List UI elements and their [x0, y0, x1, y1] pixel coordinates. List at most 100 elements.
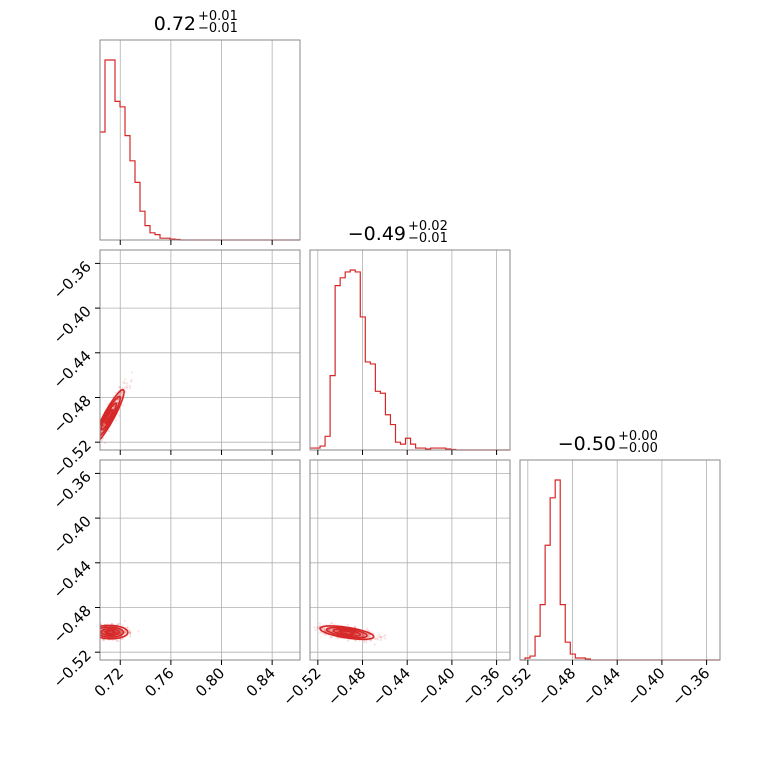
- joint-content: [81, 619, 140, 643]
- sample-point: [336, 630, 339, 633]
- sample-point: [363, 634, 366, 637]
- histogram-1: [310, 269, 510, 451]
- sample-point: [117, 397, 120, 400]
- panel-frame: [519, 459, 721, 661]
- sample-point: [114, 631, 118, 635]
- sample-point: [92, 441, 94, 443]
- sample-point: [130, 379, 133, 382]
- sample-point: [93, 626, 95, 628]
- sample-point: [94, 639, 96, 641]
- sample-point: [95, 629, 97, 631]
- sample-point: [323, 627, 326, 630]
- sample-point: [378, 635, 382, 638]
- histogram-bin: [140, 211, 145, 240]
- sample-point: [97, 628, 99, 630]
- sample-point: [91, 637, 93, 639]
- sample-point: [95, 630, 97, 632]
- sample-point: [96, 426, 98, 428]
- histogram-bin: [390, 425, 395, 450]
- sample-point: [81, 630, 83, 632]
- x-tick-label: −0.40: [413, 664, 458, 709]
- sample-point: [119, 630, 123, 634]
- sample-point: [323, 627, 326, 630]
- sample-point: [100, 440, 103, 443]
- sample-point: [116, 398, 119, 401]
- sample-point: [95, 635, 97, 637]
- histogram-panel-1: [309, 249, 511, 455]
- sample-point: [333, 623, 336, 626]
- sample-point: [102, 639, 106, 642]
- sample-point: [98, 431, 100, 433]
- sample-point: [93, 631, 95, 633]
- sample-point: [102, 630, 105, 633]
- histogram-bin: [565, 642, 570, 660]
- sample-point: [123, 381, 126, 385]
- sample-point: [116, 401, 119, 404]
- sample-point: [121, 637, 124, 640]
- histogram-bin: [406, 438, 411, 450]
- sample-point: [94, 429, 96, 431]
- sample-point: [92, 443, 94, 445]
- sample-point: [93, 631, 95, 633]
- sample-point: [86, 631, 88, 633]
- sample-point: [118, 622, 121, 625]
- sample-point: [368, 635, 371, 638]
- sample-point: [97, 436, 99, 438]
- sample-point: [354, 633, 358, 636]
- sample-point: [97, 629, 99, 631]
- x-tick-label: 0.84: [243, 664, 279, 700]
- sample-point: [119, 631, 122, 634]
- sample-point: [318, 624, 321, 628]
- sample-point: [96, 628, 98, 630]
- sample-point: [97, 427, 99, 429]
- sample-point: [95, 631, 97, 633]
- x-tick-label: −0.48: [534, 664, 579, 709]
- panel-frame: [309, 249, 511, 451]
- sample-point: [330, 629, 334, 632]
- sample-point: [81, 637, 83, 639]
- sample-point: [124, 629, 127, 632]
- sample-point: [114, 391, 117, 394]
- sample-point: [96, 435, 98, 437]
- sample-point: [90, 441, 92, 443]
- sample-point: [124, 378, 127, 381]
- sample-point: [96, 425, 98, 427]
- sample-point: [94, 632, 96, 634]
- sample-point: [365, 641, 368, 644]
- y-tick-label: −0.40: [50, 512, 95, 557]
- sample-point: [95, 445, 97, 447]
- sample-point: [360, 634, 363, 637]
- sample-point: [97, 630, 99, 632]
- sample-point: [102, 630, 105, 634]
- sample-point: [97, 635, 99, 637]
- sample-point: [95, 438, 97, 440]
- sample-point: [330, 622, 333, 625]
- sample-point: [89, 629, 91, 631]
- sample-point: [125, 386, 129, 390]
- sample-point: [335, 630, 339, 633]
- sample-point: [353, 632, 357, 636]
- sample-point: [128, 384, 132, 388]
- joint-panel-1: 0.72 0.76 0.80 0.84−0.52−0.48−0.44−0.40−0.3…: [50, 459, 301, 700]
- sample-point: [95, 436, 97, 438]
- sample-point: [97, 437, 99, 439]
- sample-point: [125, 386, 128, 389]
- sample-point: [119, 632, 122, 635]
- sample-point: [93, 631, 95, 633]
- sample-point: [355, 632, 359, 636]
- density-contour: [100, 624, 129, 640]
- sample-point: [314, 629, 317, 632]
- sample-point: [115, 631, 118, 634]
- sample-point: [88, 627, 90, 629]
- sample-point: [85, 631, 87, 633]
- sample-point: [89, 630, 91, 632]
- sample-point: [346, 623, 350, 627]
- sample-point: [94, 631, 96, 633]
- sample-point: [97, 436, 99, 438]
- y-tick-label: −0.36: [50, 258, 95, 303]
- sample-point: [363, 641, 366, 644]
- sample-point: [110, 622, 113, 625]
- x-tick-label: −0.40: [623, 664, 668, 709]
- title-plus: +0.00: [618, 429, 658, 444]
- sample-point: [126, 384, 129, 387]
